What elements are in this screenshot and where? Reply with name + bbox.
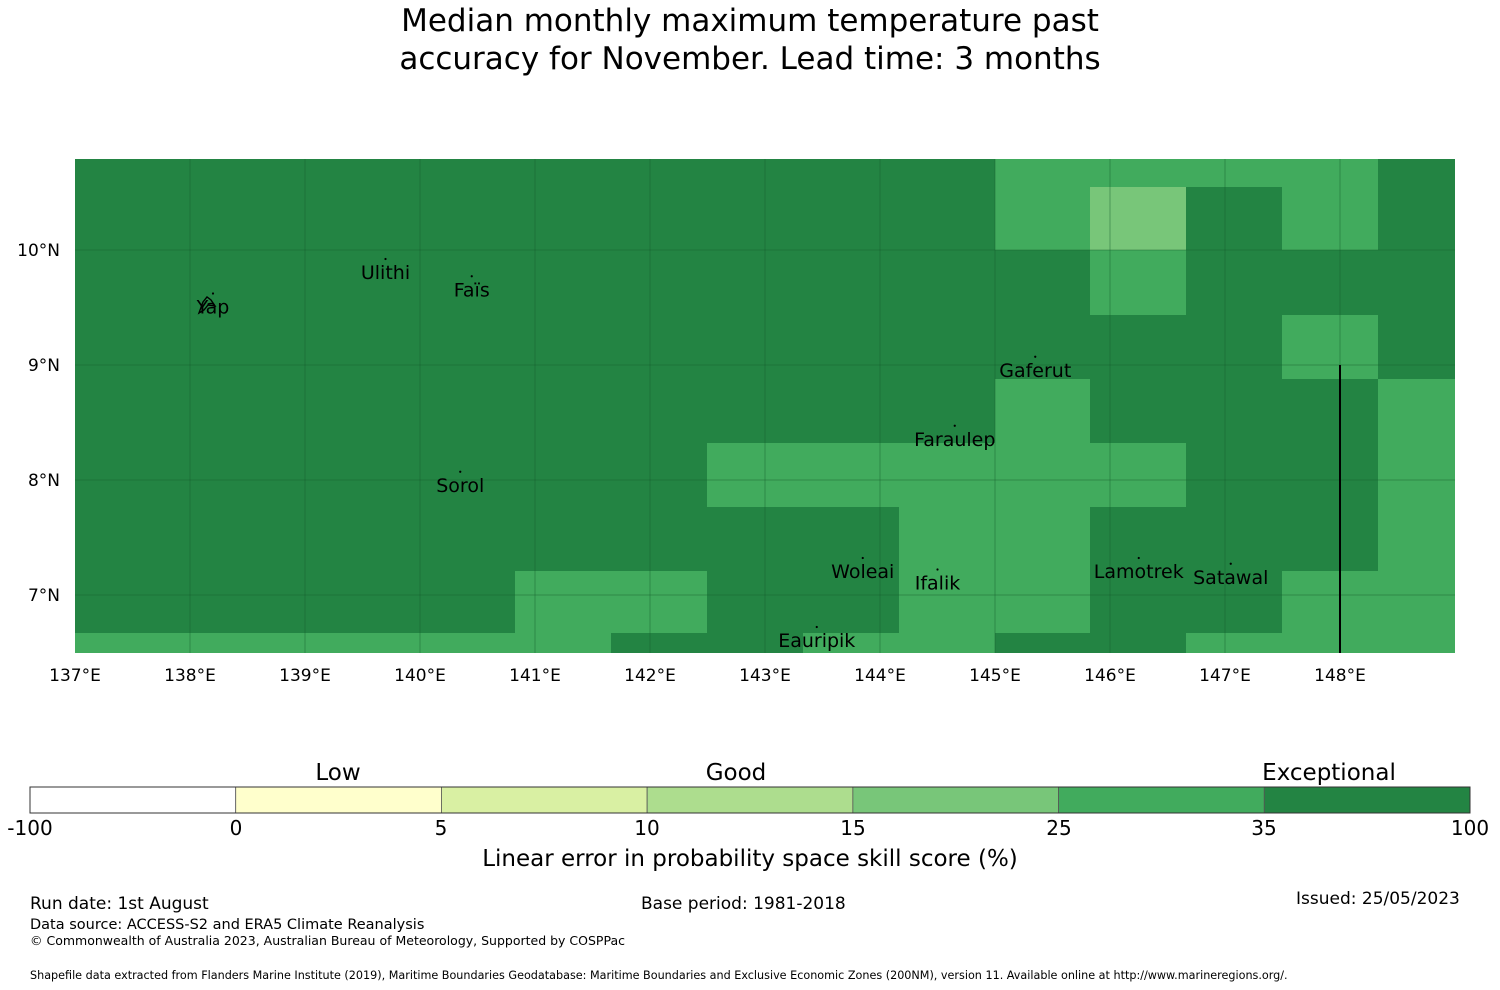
- latitude-tick-label: 9°N: [28, 356, 60, 376]
- island-marker: [1137, 556, 1140, 560]
- colorbar-axis-label: Linear error in probability space skill …: [482, 846, 1018, 872]
- island-marker: [1034, 355, 1037, 358]
- latitude-tick-label: 8°N: [28, 471, 60, 491]
- colorbar-tick-label: 25: [1046, 816, 1072, 840]
- colorbar-bin: [1263, 786, 1471, 814]
- longitude-tick-label: 143°E: [739, 666, 791, 686]
- colorbar-bin: [441, 786, 648, 814]
- place-label: Yap: [196, 297, 230, 319]
- skill-cell: [1090, 187, 1186, 250]
- place-label: Lamotrek: [1094, 561, 1184, 583]
- place-label: Faïs: [454, 279, 490, 301]
- longitude-tick-label: 140°E: [394, 666, 446, 686]
- colorbar-tick-label: 100: [1450, 816, 1490, 840]
- colorbar: [29, 786, 1471, 814]
- colorbar-label-low: Low: [315, 760, 361, 786]
- longitude-tick-label: 148°E: [1314, 666, 1366, 686]
- colorbar-bin: [1058, 786, 1265, 814]
- longitude-tick-label: 137°E: [49, 666, 101, 686]
- data-source: Data source: ACCESS-S2 and ERA5 Climate …: [30, 917, 425, 933]
- skill-cell: [995, 379, 1090, 443]
- longitude-tick-labels: 137°E 138°E 139°E 140°E 141°E 142°E 143°E 144°E…: [49, 666, 1366, 686]
- island-marker: [459, 470, 462, 473]
- latitude-tick-labels: 10°N 9°N 8°N 7°N: [17, 241, 60, 606]
- colorbar-tick-label: 0: [229, 816, 243, 840]
- skill-cell: [1090, 250, 1186, 315]
- place-labels: Yap Ulithi Faïs Gaferut Faraulep Sorol Woleai I…: [196, 257, 1268, 652]
- yap-island-shape: [197, 296, 217, 315]
- place-label: Satawal: [1193, 567, 1268, 589]
- longitude-tick-label: 144°E: [854, 666, 906, 686]
- copyright-notice: © Commonwealth of Australia 2023, Austra…: [30, 933, 625, 948]
- skill-cell: [1186, 187, 1282, 250]
- longitude-tick-label: 145°E: [969, 666, 1021, 686]
- latitude-tick-label: 10°N: [17, 241, 60, 261]
- place-label: Gaferut: [999, 360, 1071, 382]
- latitude-tick-label: 7°N: [28, 586, 60, 606]
- colorbar-tick-label: 10: [634, 816, 660, 840]
- skill-cell: [899, 507, 1090, 633]
- longitude-tick-label: 142°E: [624, 666, 676, 686]
- island-marker: [815, 625, 818, 629]
- title-line-2: accuracy for November. Lead time: 3 mont…: [399, 41, 1101, 77]
- skill-cell: [1282, 571, 1378, 653]
- place-label: Faraulep: [914, 429, 995, 451]
- place-label: Sorol: [436, 475, 484, 497]
- island-marker: [384, 257, 387, 261]
- colorbar-tick-label: 35: [1251, 816, 1277, 840]
- run-date: Run date: 1st August: [30, 894, 209, 914]
- skill-cell: [803, 633, 995, 653]
- colorbar-bin: [235, 786, 442, 814]
- island-marker: [470, 275, 473, 278]
- colorbar-bin: [852, 786, 1059, 814]
- skill-cell: [1186, 633, 1282, 653]
- colorbar-frame: [29, 786, 1471, 814]
- issued-date: Issued: 25/05/2023: [1296, 889, 1460, 909]
- island-shapes: [197, 296, 217, 315]
- longitude-tick-label: 146°E: [1084, 666, 1136, 686]
- place-label: Ifalik: [915, 573, 961, 595]
- skill-cell: [1378, 379, 1455, 653]
- colorbar-tick-label: -100: [7, 816, 53, 840]
- colorbar-bin: [646, 786, 854, 814]
- island-marker: [953, 424, 956, 427]
- place-label: Woleai: [831, 561, 894, 583]
- title-line-1: Median monthly maximum temperature past: [401, 3, 1099, 39]
- skill-cell: [1282, 315, 1378, 379]
- place-label: Ulithi: [361, 262, 410, 284]
- longitude-tick-label: 138°E: [164, 666, 216, 686]
- skill-cell: [515, 571, 707, 633]
- longitude-tick-label: 141°E: [509, 666, 561, 686]
- place-label: Eauripik: [778, 630, 855, 652]
- base-period: Base period: 1981-2018: [641, 894, 846, 914]
- shapefile-credit: Shapefile data extracted from Flanders M…: [30, 969, 1288, 982]
- map-title: Median monthly maximum temperature past …: [0, 2, 1500, 78]
- colorbar-label-good: Good: [705, 760, 767, 786]
- island-marker: [936, 568, 939, 571]
- colorbar-bin: [29, 786, 237, 814]
- longitude-tick-label: 139°E: [279, 666, 331, 686]
- colorbar-tick-label: 5: [434, 816, 448, 840]
- skill-cell: [1378, 159, 1455, 250]
- skill-cell: [75, 633, 611, 653]
- longitude-tick-label: 147°E: [1199, 666, 1251, 686]
- island-marker: [861, 556, 864, 560]
- island-marker: [1229, 562, 1232, 565]
- colorbar-tick-label: 15: [840, 816, 866, 840]
- island-marker: [211, 292, 215, 295]
- colorbar-label-exceptional: Exceptional: [1262, 760, 1396, 786]
- graticule: [75, 159, 1455, 653]
- skill-cell: [707, 443, 1186, 507]
